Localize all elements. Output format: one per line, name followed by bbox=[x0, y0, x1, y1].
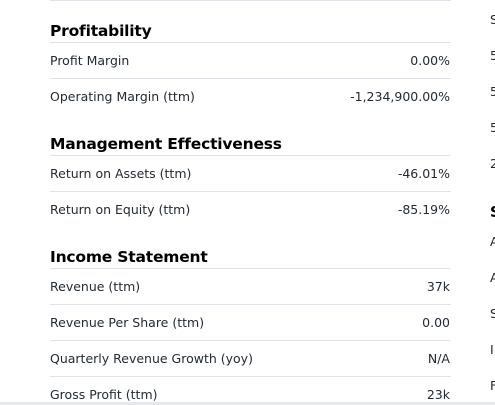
clipped-text: S bbox=[490, 12, 495, 27]
management-effectiveness-section: Management Effectiveness Return on Asset… bbox=[50, 134, 451, 227]
row-label: Profit Margin bbox=[50, 53, 130, 68]
row-label: Return on Assets (ttm) bbox=[50, 166, 192, 181]
row-value: 37k bbox=[426, 279, 450, 294]
clipped-text: I bbox=[490, 342, 494, 357]
table-row: Revenue (ttm) 37k bbox=[50, 269, 451, 305]
row-value: -85.19% bbox=[397, 202, 450, 217]
row-value: -1,234,900.00% bbox=[350, 89, 450, 104]
clipped-text: 2 bbox=[490, 156, 495, 171]
row-label: Revenue Per Share (ttm) bbox=[50, 315, 205, 330]
row-value: 0.00 bbox=[422, 315, 450, 330]
income-statement-header: Income Statement bbox=[50, 247, 451, 269]
clipped-text: A bbox=[490, 270, 495, 285]
row-value: 23k bbox=[426, 387, 450, 402]
management-effectiveness-title: Management Effectiveness bbox=[50, 135, 282, 153]
table-row: Quarterly Revenue Growth (yoy) N/A bbox=[50, 341, 451, 377]
clipped-text: 5 bbox=[490, 84, 495, 99]
row-label: Operating Margin (ttm) bbox=[50, 89, 195, 104]
table-row: Return on Equity (ttm) -85.19% bbox=[50, 192, 451, 227]
clipped-text: S bbox=[490, 306, 495, 321]
income-statement-section: Income Statement Revenue (ttm) 37k Reven… bbox=[50, 247, 451, 405]
row-value: -46.01% bbox=[397, 166, 450, 181]
clipped-heading: S bbox=[490, 203, 495, 221]
row-value: 0.00% bbox=[410, 53, 450, 68]
clipped-text: A bbox=[490, 234, 495, 249]
divider bbox=[50, 0, 451, 1]
row-label: Return on Equity (ttm) bbox=[50, 202, 191, 217]
row-label: Gross Profit (ttm) bbox=[50, 387, 158, 402]
table-row: Gross Profit (ttm) 23k bbox=[50, 377, 451, 405]
horizontal-scrollbar-track[interactable] bbox=[0, 402, 495, 405]
profitability-title: Profitability bbox=[50, 22, 152, 40]
table-row: Return on Assets (ttm) -46.01% bbox=[50, 156, 451, 192]
management-effectiveness-header: Management Effectiveness bbox=[50, 134, 451, 156]
row-label: Quarterly Revenue Growth (yoy) bbox=[50, 351, 253, 366]
profitability-section: Profitability Profit Margin 0.00% Operat… bbox=[50, 21, 451, 114]
income-statement-title: Income Statement bbox=[50, 248, 208, 266]
table-row: Operating Margin (ttm) -1,234,900.00% bbox=[50, 79, 451, 114]
table-row: Revenue Per Share (ttm) 0.00 bbox=[50, 305, 451, 341]
clipped-text: 5 bbox=[490, 48, 495, 63]
row-value: N/A bbox=[427, 351, 450, 366]
profitability-header: Profitability bbox=[50, 21, 451, 43]
clipped-text: 5 bbox=[490, 120, 495, 135]
clipped-text: F bbox=[490, 378, 495, 393]
row-label: Revenue (ttm) bbox=[50, 279, 141, 294]
table-row: Profit Margin 0.00% bbox=[50, 43, 451, 79]
